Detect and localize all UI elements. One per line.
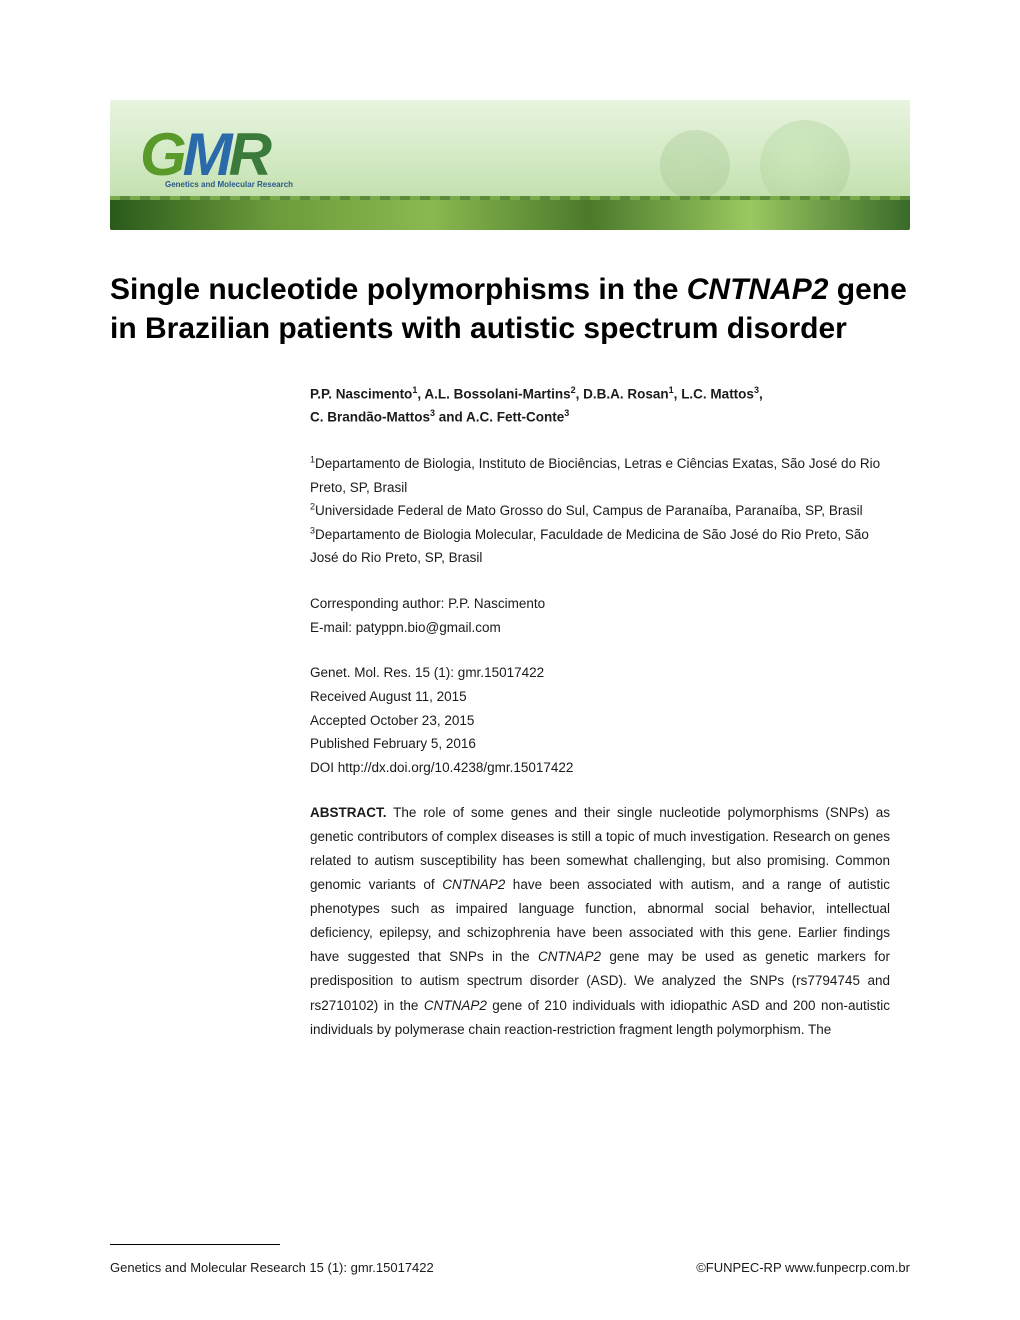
affiliation: Departamento de Biologia Molecular, Facu…: [310, 527, 869, 566]
published-date: Published February 5, 2016: [310, 736, 476, 751]
footer-copyright: ©FUNPEC-RP www.funpecrp.com.br: [696, 1260, 910, 1275]
affiliation: Universidade Federal de Mato Grosso do S…: [315, 503, 863, 518]
logo-letter-r: R: [229, 121, 268, 188]
content-block: P.P. Nascimento1, A.L. Bossolani-Martins…: [310, 383, 890, 1042]
corresponding-name: Corresponding author: P.P. Nascimento: [310, 596, 545, 611]
author: C. Brandão-Mattos: [310, 410, 430, 425]
accepted-date: Accepted October 23, 2015: [310, 713, 474, 728]
received-date: Received August 11, 2015: [310, 689, 467, 704]
banner-decoration: [660, 130, 730, 200]
doi: DOI http://dx.doi.org/10.4238/gmr.150174…: [310, 760, 573, 775]
title-part1: Single nucleotide polymorphisms in the: [110, 273, 687, 306]
logo-letter-m: M: [183, 121, 229, 188]
journal-logo: GMR: [140, 120, 268, 189]
footer-rule: [110, 1244, 280, 1245]
author-affil-sup: 3: [754, 385, 759, 395]
logo-subtitle: Genetics and Molecular Research: [165, 180, 293, 189]
author-affil-sup: 3: [430, 408, 435, 418]
gene-name: CNTNAP2: [424, 998, 487, 1013]
publication-info: Genet. Mol. Res. 15 (1): gmr.15017422 Re…: [310, 661, 890, 779]
corresponding-email: E-mail: patyppn.bio@gmail.com: [310, 620, 501, 635]
journal-banner: GMR Genetics and Molecular Research: [110, 100, 910, 230]
corresponding-author: Corresponding author: P.P. Nascimento E-…: [310, 592, 890, 639]
citation: Genet. Mol. Res. 15 (1): gmr.15017422: [310, 665, 544, 680]
author: L.C. Mattos: [681, 387, 754, 402]
affiliation-list: 1Departamento de Biologia, Instituto de …: [310, 452, 890, 570]
gene-name: CNTNAP2: [538, 949, 601, 964]
banner-strip: [110, 200, 910, 230]
logo-letter-g: G: [140, 121, 183, 188]
author-affil-sup: 1: [412, 385, 417, 395]
abstract: ABSTRACT. The role of some genes and the…: [310, 801, 890, 1041]
abstract-label: ABSTRACT.: [310, 805, 387, 820]
author-affil-sup: 3: [564, 408, 569, 418]
author: P.P. Nascimento: [310, 387, 412, 402]
author: A.C. Fett-Conte: [466, 410, 564, 425]
article-title: Single nucleotide polymorphisms in the C…: [110, 270, 910, 348]
author-affil-sup: 1: [669, 385, 674, 395]
title-gene: CNTNAP2: [687, 273, 829, 306]
author-list: P.P. Nascimento1, A.L. Bossolani-Martins…: [310, 383, 890, 430]
footer-citation: Genetics and Molecular Research 15 (1): …: [110, 1260, 434, 1275]
author: A.L. Bossolani-Martins: [424, 387, 570, 402]
gene-name: CNTNAP2: [442, 877, 505, 892]
author: D.B.A. Rosan: [583, 387, 669, 402]
affiliation: Departamento de Biologia, Instituto de B…: [310, 456, 880, 495]
page-footer: Genetics and Molecular Research 15 (1): …: [110, 1260, 910, 1275]
author-affil-sup: 2: [571, 385, 576, 395]
